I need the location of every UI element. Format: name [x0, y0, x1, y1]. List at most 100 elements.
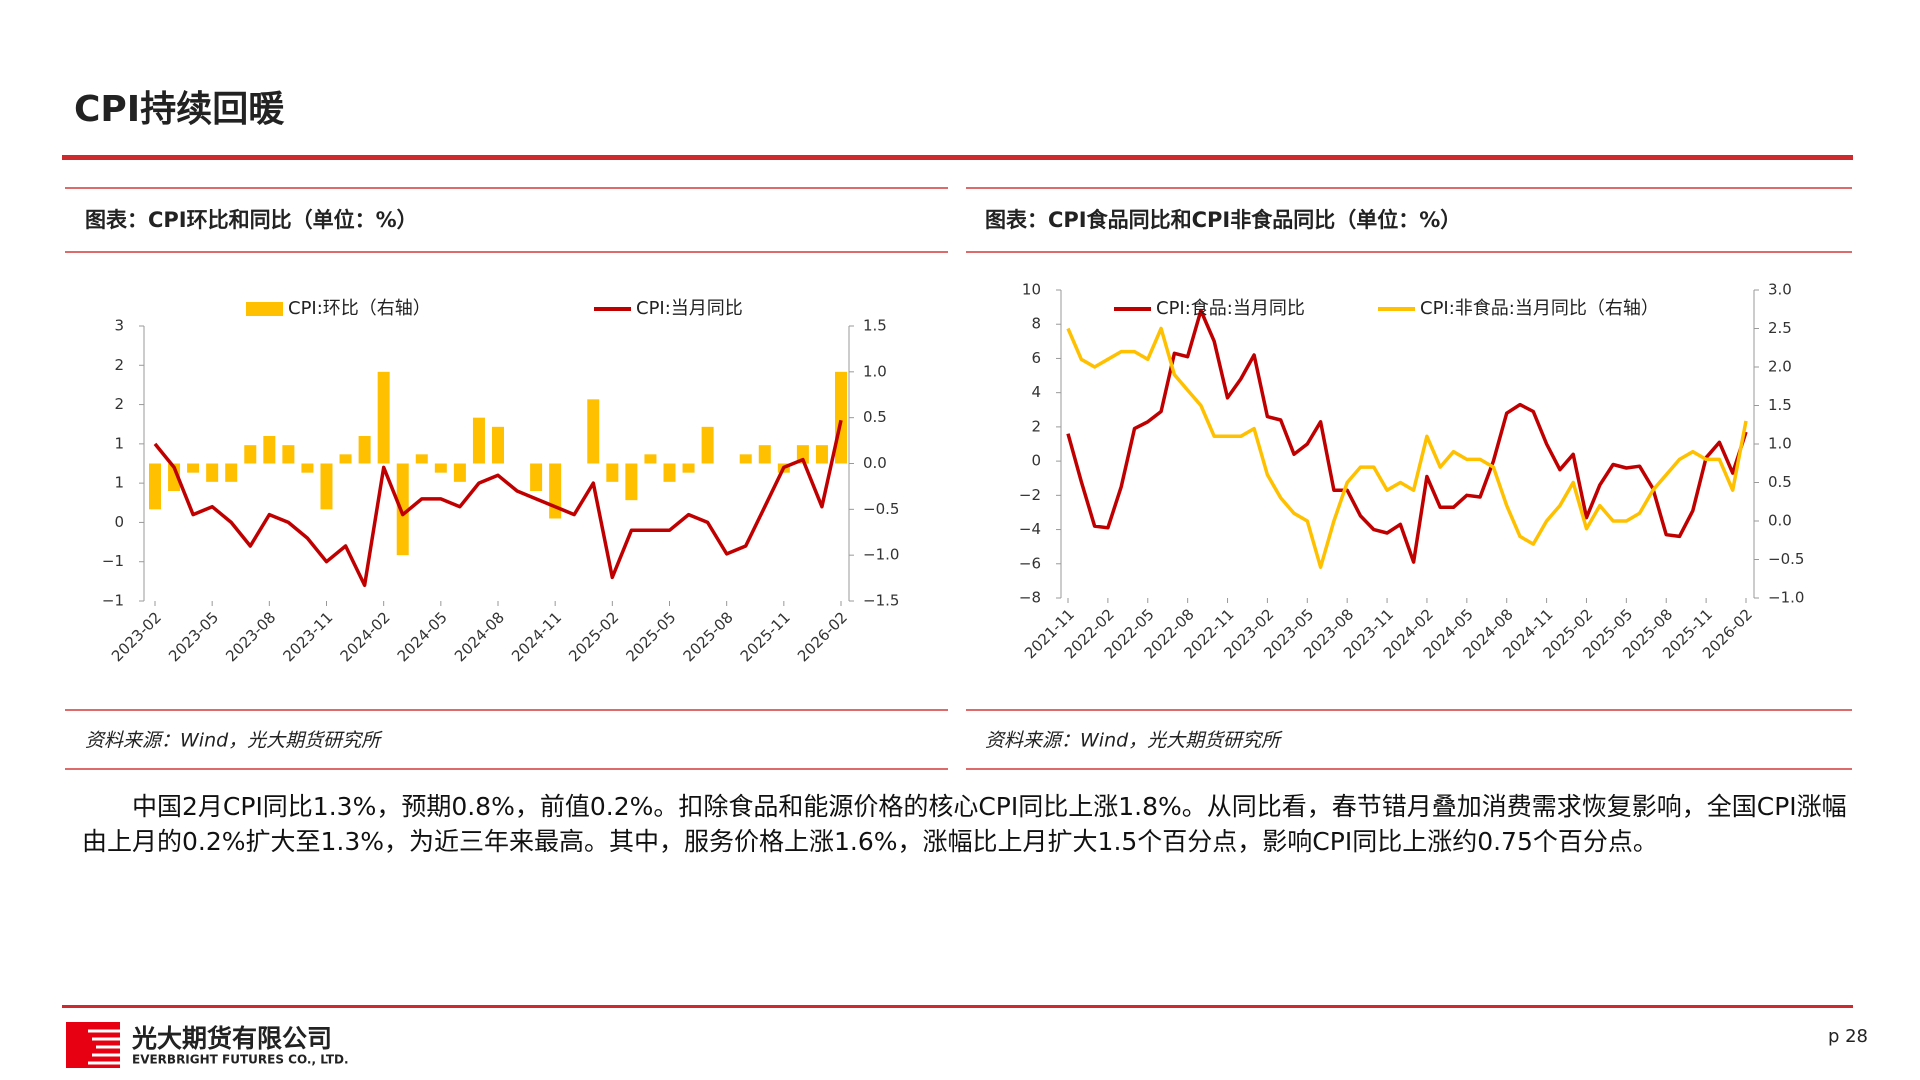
chart-title: 图表：CPI环比和同比（单位：%） [85, 208, 418, 232]
y-tick-label: −1 [102, 552, 124, 570]
chart-title: 图表：CPI食品同比和CPI非食品同比（单位：%） [985, 208, 1461, 232]
legend-swatch [246, 302, 283, 316]
bar [815, 445, 828, 464]
x-tick-label: 2024-11 [508, 608, 565, 665]
bar [739, 454, 752, 464]
bar [453, 463, 466, 482]
bar [415, 454, 428, 464]
y-tick-label: −6 [1019, 554, 1041, 572]
bar [606, 463, 619, 482]
y-tick-label: 4 [1031, 383, 1041, 401]
bar [339, 454, 352, 464]
y-tick-label: 10 [1022, 281, 1041, 299]
y-tick-label: 0 [114, 513, 124, 531]
line [153, 419, 843, 588]
y-tick-label: −8 [1019, 589, 1041, 607]
bar [434, 463, 447, 473]
bar [663, 463, 676, 482]
chart-source: 资料来源：Wind，光大期货研究所 [985, 730, 1283, 752]
x-tick-label: 2025-08 [680, 608, 737, 665]
x-tick-label: 2024-08 [451, 608, 508, 665]
y2-tick-label: 1.5 [1768, 396, 1792, 414]
bar [587, 399, 600, 464]
bar [358, 436, 371, 464]
y-tick-label: 0 [1031, 452, 1041, 470]
bar [492, 426, 504, 464]
x-tick-label: 2024-05 [394, 608, 451, 665]
page-number: p 28 [1828, 1026, 1868, 1047]
y2-tick-label: −1.5 [863, 592, 899, 610]
bar [530, 463, 543, 491]
y-tick-label: −1 [102, 592, 124, 610]
y-tick-label: 8 [1031, 315, 1041, 333]
line [1066, 326, 1748, 569]
bar [835, 371, 847, 464]
y-tick-label: 6 [1031, 349, 1041, 367]
body-text: 中国2月CPI同比1.3%，预期0.8%，前值0.2%。扣除食品和能源价格的核心… [82, 792, 1847, 856]
slide-title: CPI持续回暖 [74, 89, 285, 130]
bar [758, 445, 771, 464]
x-tick-label: 2025-02 [565, 608, 622, 665]
y2-tick-label: −0.5 [1768, 550, 1804, 568]
footer-rule [62, 1005, 1853, 1008]
bar [244, 445, 257, 464]
legend-label: CPI:食品:当月同比 [1156, 298, 1305, 319]
y2-tick-label: 0.0 [863, 454, 887, 472]
y-tick-label: 2 [114, 395, 124, 413]
bar [149, 463, 161, 510]
x-tick-label: 2025-11 [737, 608, 794, 665]
y2-tick-label: −0.5 [863, 500, 899, 518]
y2-tick-label: −1.0 [863, 546, 899, 564]
bar [301, 463, 314, 473]
y-tick-label: −4 [1019, 520, 1041, 538]
x-tick-label: 2026-02 [794, 608, 851, 665]
y-tick-label: 2 [1031, 417, 1041, 435]
y2-tick-label: 1.0 [1768, 435, 1792, 453]
legend-label: CPI:非食品:当月同比（右轴） [1420, 298, 1659, 319]
y2-tick-label: 2.0 [1768, 358, 1792, 376]
bar [396, 463, 409, 556]
y2-tick-label: −1.0 [1768, 589, 1804, 607]
title-rule [62, 155, 1853, 160]
bar [263, 436, 276, 464]
line [1066, 308, 1748, 564]
company-en: EVERBRIGHT FUTURES CO., LTD. [132, 1053, 349, 1067]
x-tick-label: 2025-05 [622, 608, 679, 665]
y-tick-label: 2 [114, 356, 124, 374]
y2-tick-label: 1.0 [863, 362, 887, 380]
panel-rules [65, 187, 1852, 770]
bar [625, 463, 638, 501]
y-tick-label: −2 [1019, 486, 1041, 504]
x-tick-label: 2023-02 [108, 608, 165, 665]
bar [206, 463, 219, 482]
bar [682, 463, 695, 473]
y2-tick-label: 2.5 [1768, 319, 1792, 337]
bar [225, 463, 238, 482]
bar [644, 454, 657, 464]
y2-tick-label: 0.0 [1768, 512, 1792, 530]
x-tick-label: 2023-11 [279, 608, 336, 665]
y-tick-label: 1 [114, 474, 124, 492]
company-cn: 光大期货有限公司 [131, 1024, 332, 1053]
y2-tick-label: 3.0 [1768, 281, 1792, 299]
y2-tick-label: 0.5 [1768, 473, 1792, 491]
legend-label: CPI:环比（右轴） [288, 298, 431, 319]
x-tick-label: 2023-05 [165, 608, 222, 665]
x-tick-label: 2024-02 [337, 608, 394, 665]
bar [701, 426, 714, 464]
x-tick-label: 2023-08 [222, 608, 279, 665]
y2-tick-label: 0.5 [863, 408, 887, 426]
legend-label: CPI:当月同比 [636, 298, 743, 319]
bar [377, 371, 390, 464]
y-tick-label: 3 [114, 317, 124, 335]
y2-tick-label: 1.5 [863, 317, 887, 335]
bar [282, 445, 295, 464]
bar [320, 463, 333, 510]
bar [187, 463, 200, 473]
bar [796, 445, 809, 464]
logo [66, 1022, 120, 1068]
y-tick-label: 1 [114, 434, 124, 452]
chart-source: 资料来源：Wind，光大期货研究所 [85, 730, 383, 752]
